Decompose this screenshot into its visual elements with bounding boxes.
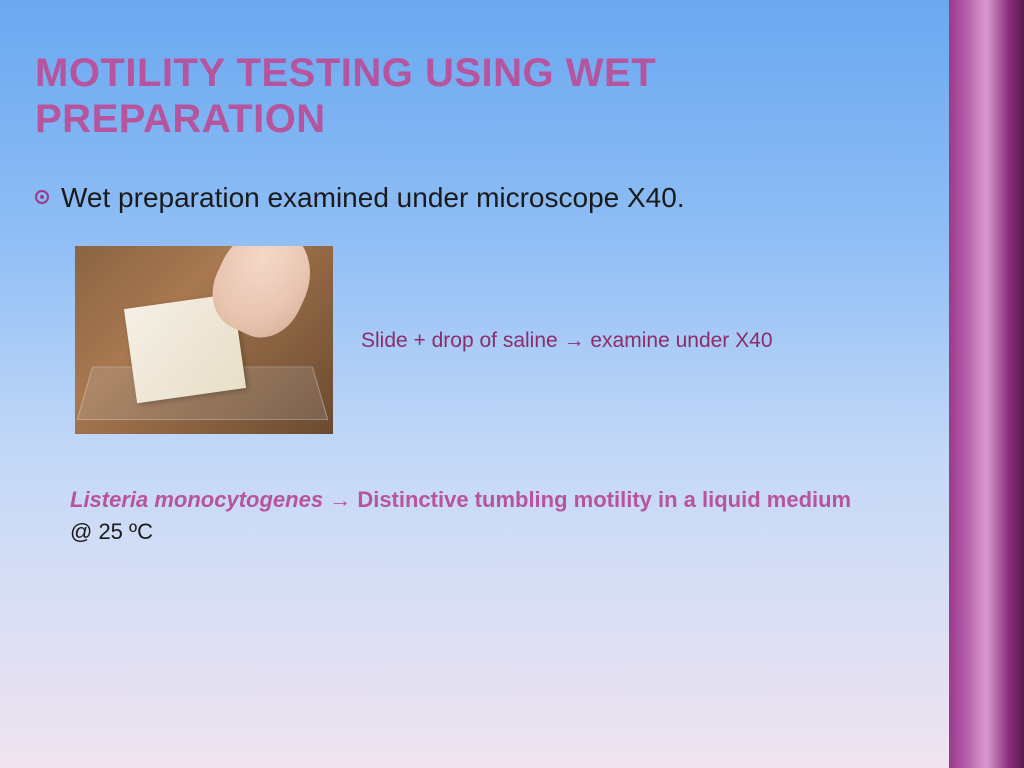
arrow-icon: →: [323, 487, 357, 512]
wet-prep-image: [75, 246, 333, 434]
slide-content: MOTILITY TESTING USING WET PREPARATION W…: [0, 0, 949, 768]
bullet-item-1: Wet preparation examined under microscop…: [35, 180, 909, 216]
bullet-text-1: Wet preparation examined under microscop…: [61, 180, 685, 216]
slide-title: MOTILITY TESTING USING WET PREPARATION: [35, 50, 909, 142]
image-caption: Slide + drop of saline → examine under X…: [361, 326, 773, 355]
bullet-icon: [35, 190, 49, 204]
bottom-description: Listeria monocytogenes → Distinctive tum…: [70, 484, 870, 548]
temperature-text: @ 25 ºC: [70, 519, 153, 544]
motility-description: Distinctive tumbling motility in a liqui…: [357, 487, 851, 512]
decorative-side-bar: [949, 0, 1024, 768]
species-name: Listeria monocytogenes: [70, 487, 323, 512]
image-caption-row: Slide + drop of saline → examine under X…: [75, 246, 909, 434]
